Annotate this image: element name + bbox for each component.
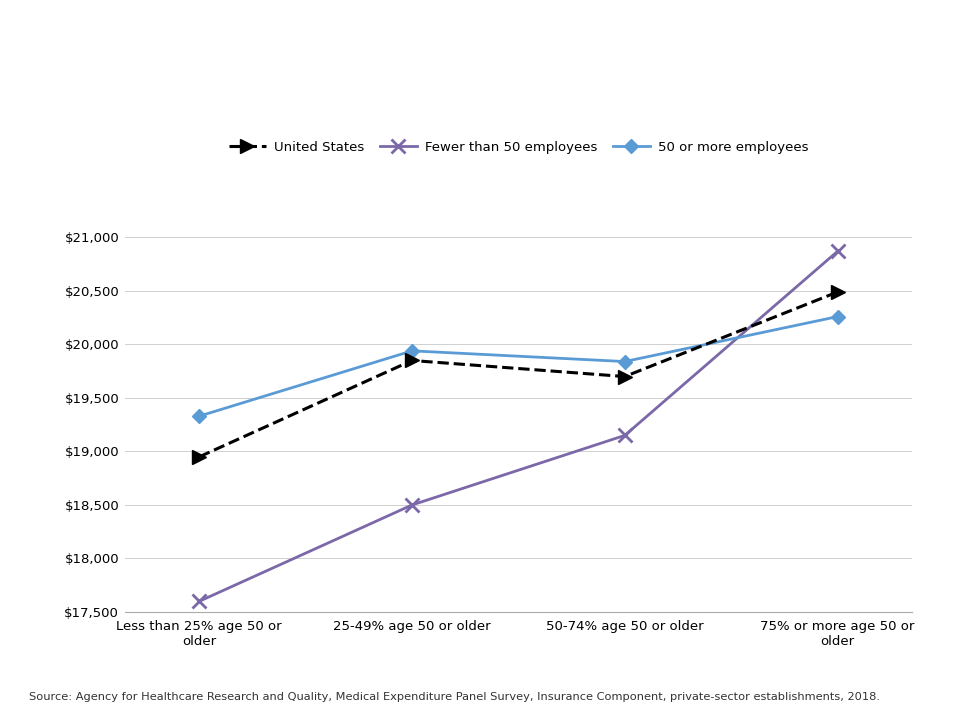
Text: by firm size and percentage of employees age 50 or older, 2018: by firm size and percentage of employees…: [36, 101, 809, 121]
Text: Figure 3. Average total family premium per enrolled employee,: Figure 3. Average total family premium p…: [39, 42, 805, 62]
Circle shape: [523, 13, 960, 145]
Legend: United States, Fewer than 50 employees, 50 or more employees: United States, Fewer than 50 employees, …: [224, 135, 813, 159]
Text: Source: Agency for Healthcare Research and Quality, Medical Expenditure Panel Su: Source: Agency for Healthcare Research a…: [29, 692, 879, 702]
